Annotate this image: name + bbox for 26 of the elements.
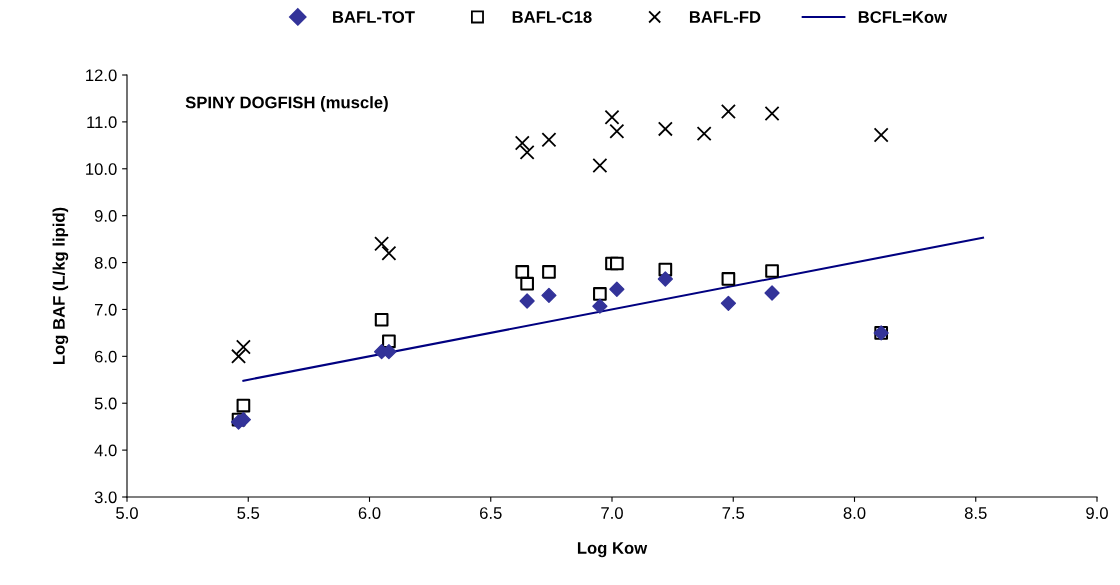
x-tick-label: 8.0 — [843, 507, 866, 519]
y-tick-label: 4.0 — [94, 444, 117, 457]
y-tick-label: 3.0 — [94, 491, 117, 504]
x-tick-label: 5.0 — [116, 507, 138, 519]
x-tick-label: 7.5 — [722, 507, 745, 519]
annotation: SPINY DOGFISH (muscle) — [185, 96, 388, 112]
x-tick-label: 8.5 — [964, 507, 987, 519]
x-tick-label: 6.0 — [358, 507, 381, 519]
y-tick-label: 8.0 — [94, 256, 117, 269]
legend-label: BAFL-C18 — [512, 11, 592, 23]
y-tick-label: 10.0 — [86, 163, 117, 175]
y-tick-label: 12.0 — [86, 69, 117, 82]
x-axis-title: Log Kow — [577, 542, 648, 558]
y-tick-label: 9.0 — [94, 210, 117, 222]
y-axis-title: Log BAF (L/kg lipid) — [52, 207, 69, 365]
legend-label: BAFL-FD — [689, 11, 761, 23]
legend-label: BAFL-TOT — [333, 11, 415, 23]
y-tick-label: 11.0 — [87, 116, 117, 129]
y-tick-label: 5.0 — [94, 397, 117, 410]
y-tick-label: 6.0 — [94, 350, 117, 363]
y-tick-label: 7.0 — [94, 303, 117, 316]
x-tick-label: 6.5 — [480, 507, 502, 519]
x-tick-label: 7.0 — [601, 507, 623, 519]
x-tick-label: 9.0 — [1086, 507, 1108, 519]
legend-label: BCFL=Kow — [858, 11, 948, 23]
x-tick-label: 5.5 — [237, 507, 260, 519]
